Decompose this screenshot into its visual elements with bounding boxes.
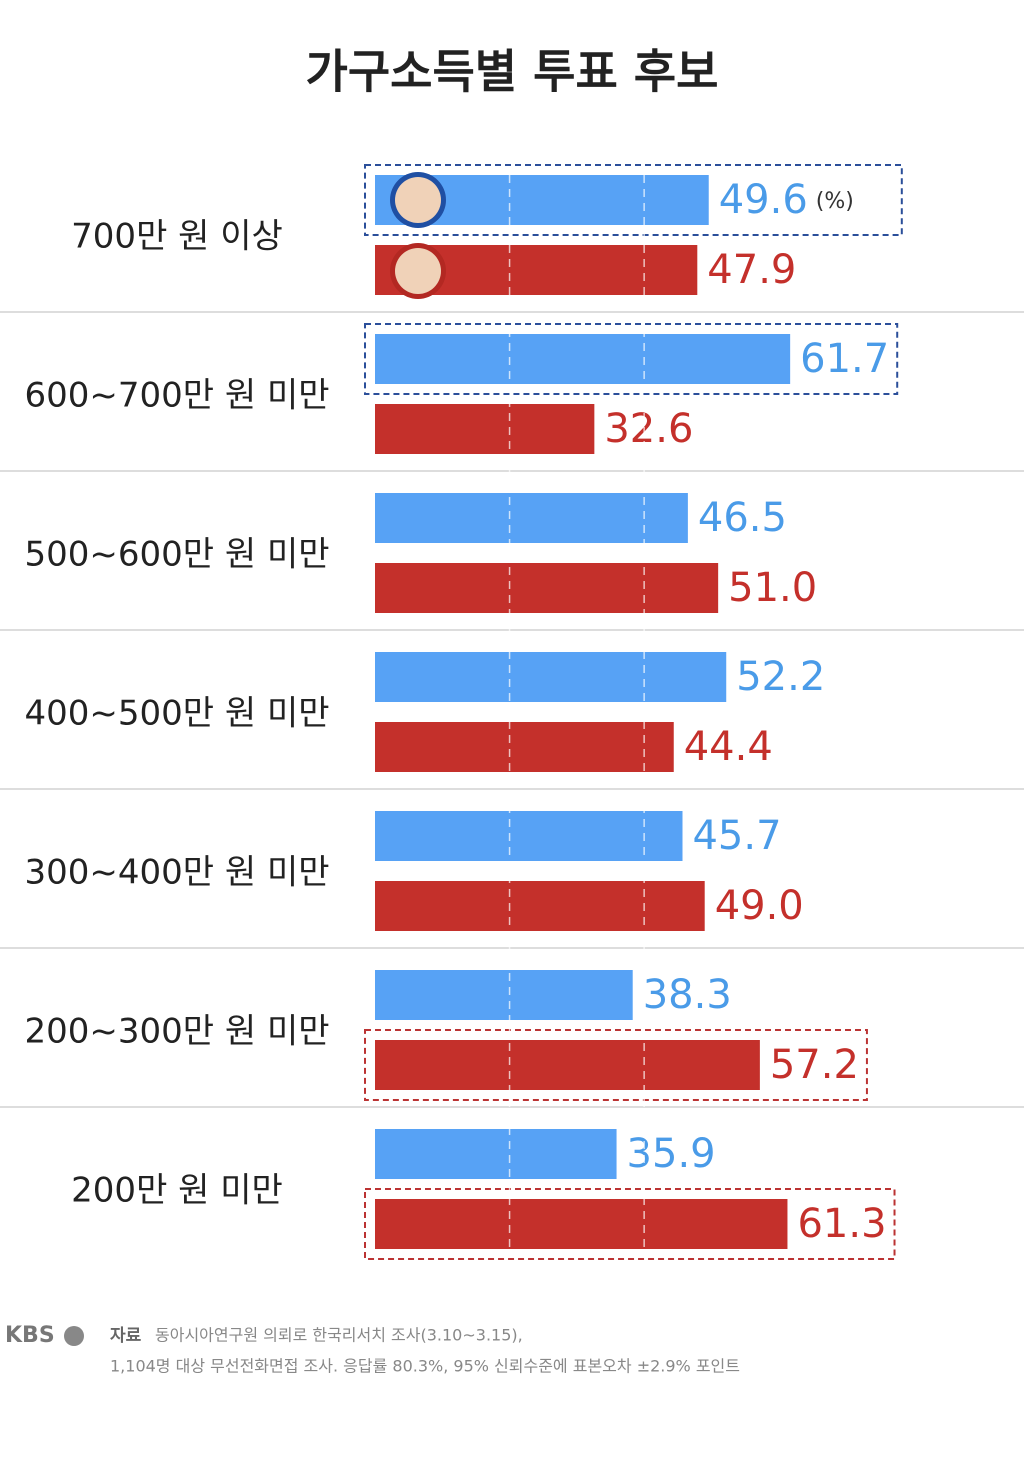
category-label: 600~700만 원 미만 — [24, 376, 329, 416]
bar — [375, 811, 683, 861]
bar — [375, 493, 688, 543]
bar — [375, 970, 633, 1020]
value-label: 49.0 — [715, 883, 804, 929]
candidate-photos — [390, 172, 446, 299]
source-line: 동아시아연구원 의뢰로 한국리서치 조사(3.10~3.15), — [155, 1326, 523, 1345]
category-label: 500~600만 원 미만 — [24, 535, 329, 575]
value-label: 61.7 — [800, 336, 889, 382]
value-label: 47.9 — [707, 247, 796, 293]
chart-title: 가구소득별 투표 후보 — [306, 45, 719, 99]
value-label: 51.0 — [728, 565, 817, 611]
bar — [375, 563, 719, 613]
bar — [375, 652, 727, 702]
value-label: 44.4 — [684, 724, 773, 770]
value-label: 52.2 — [736, 654, 825, 700]
source-label: 자료 — [110, 1326, 142, 1346]
highlight-box — [364, 164, 903, 236]
value-label: 35.9 — [627, 1131, 716, 1177]
unit-label: (%) — [816, 189, 854, 214]
highlight-box — [364, 1029, 868, 1101]
category-label: 200~300만 원 미만 — [24, 1012, 329, 1052]
bar — [375, 1129, 617, 1179]
bar — [375, 334, 791, 384]
value-label: 49.6 — [719, 177, 808, 223]
logo-mark — [64, 1326, 84, 1346]
value-label: 61.3 — [797, 1201, 886, 1247]
bar — [375, 1199, 788, 1249]
bar — [375, 1040, 760, 1090]
source-line: 1,104명 대상 무선전화면접 조사. 응답률 80.3%, 95% 신뢰수준… — [110, 1357, 740, 1376]
category-label: 300~400만 원 미만 — [24, 853, 329, 893]
bar — [375, 404, 595, 454]
value-label: 45.7 — [692, 813, 781, 859]
photo — [395, 177, 441, 223]
category-label: 200만 원 미만 — [71, 1171, 283, 1211]
category-label: 700만 원 이상 — [71, 217, 283, 257]
value-label: 46.5 — [698, 495, 787, 541]
category-label: 400~500만 원 미만 — [24, 694, 329, 734]
highlight-box — [364, 1188, 896, 1260]
logo: KBS — [5, 1323, 55, 1348]
value-label: 57.2 — [770, 1042, 859, 1088]
bar — [375, 881, 705, 931]
value-label: 38.3 — [643, 972, 732, 1018]
photo — [395, 248, 441, 294]
value-label: 32.6 — [604, 406, 693, 452]
bar — [375, 722, 674, 772]
